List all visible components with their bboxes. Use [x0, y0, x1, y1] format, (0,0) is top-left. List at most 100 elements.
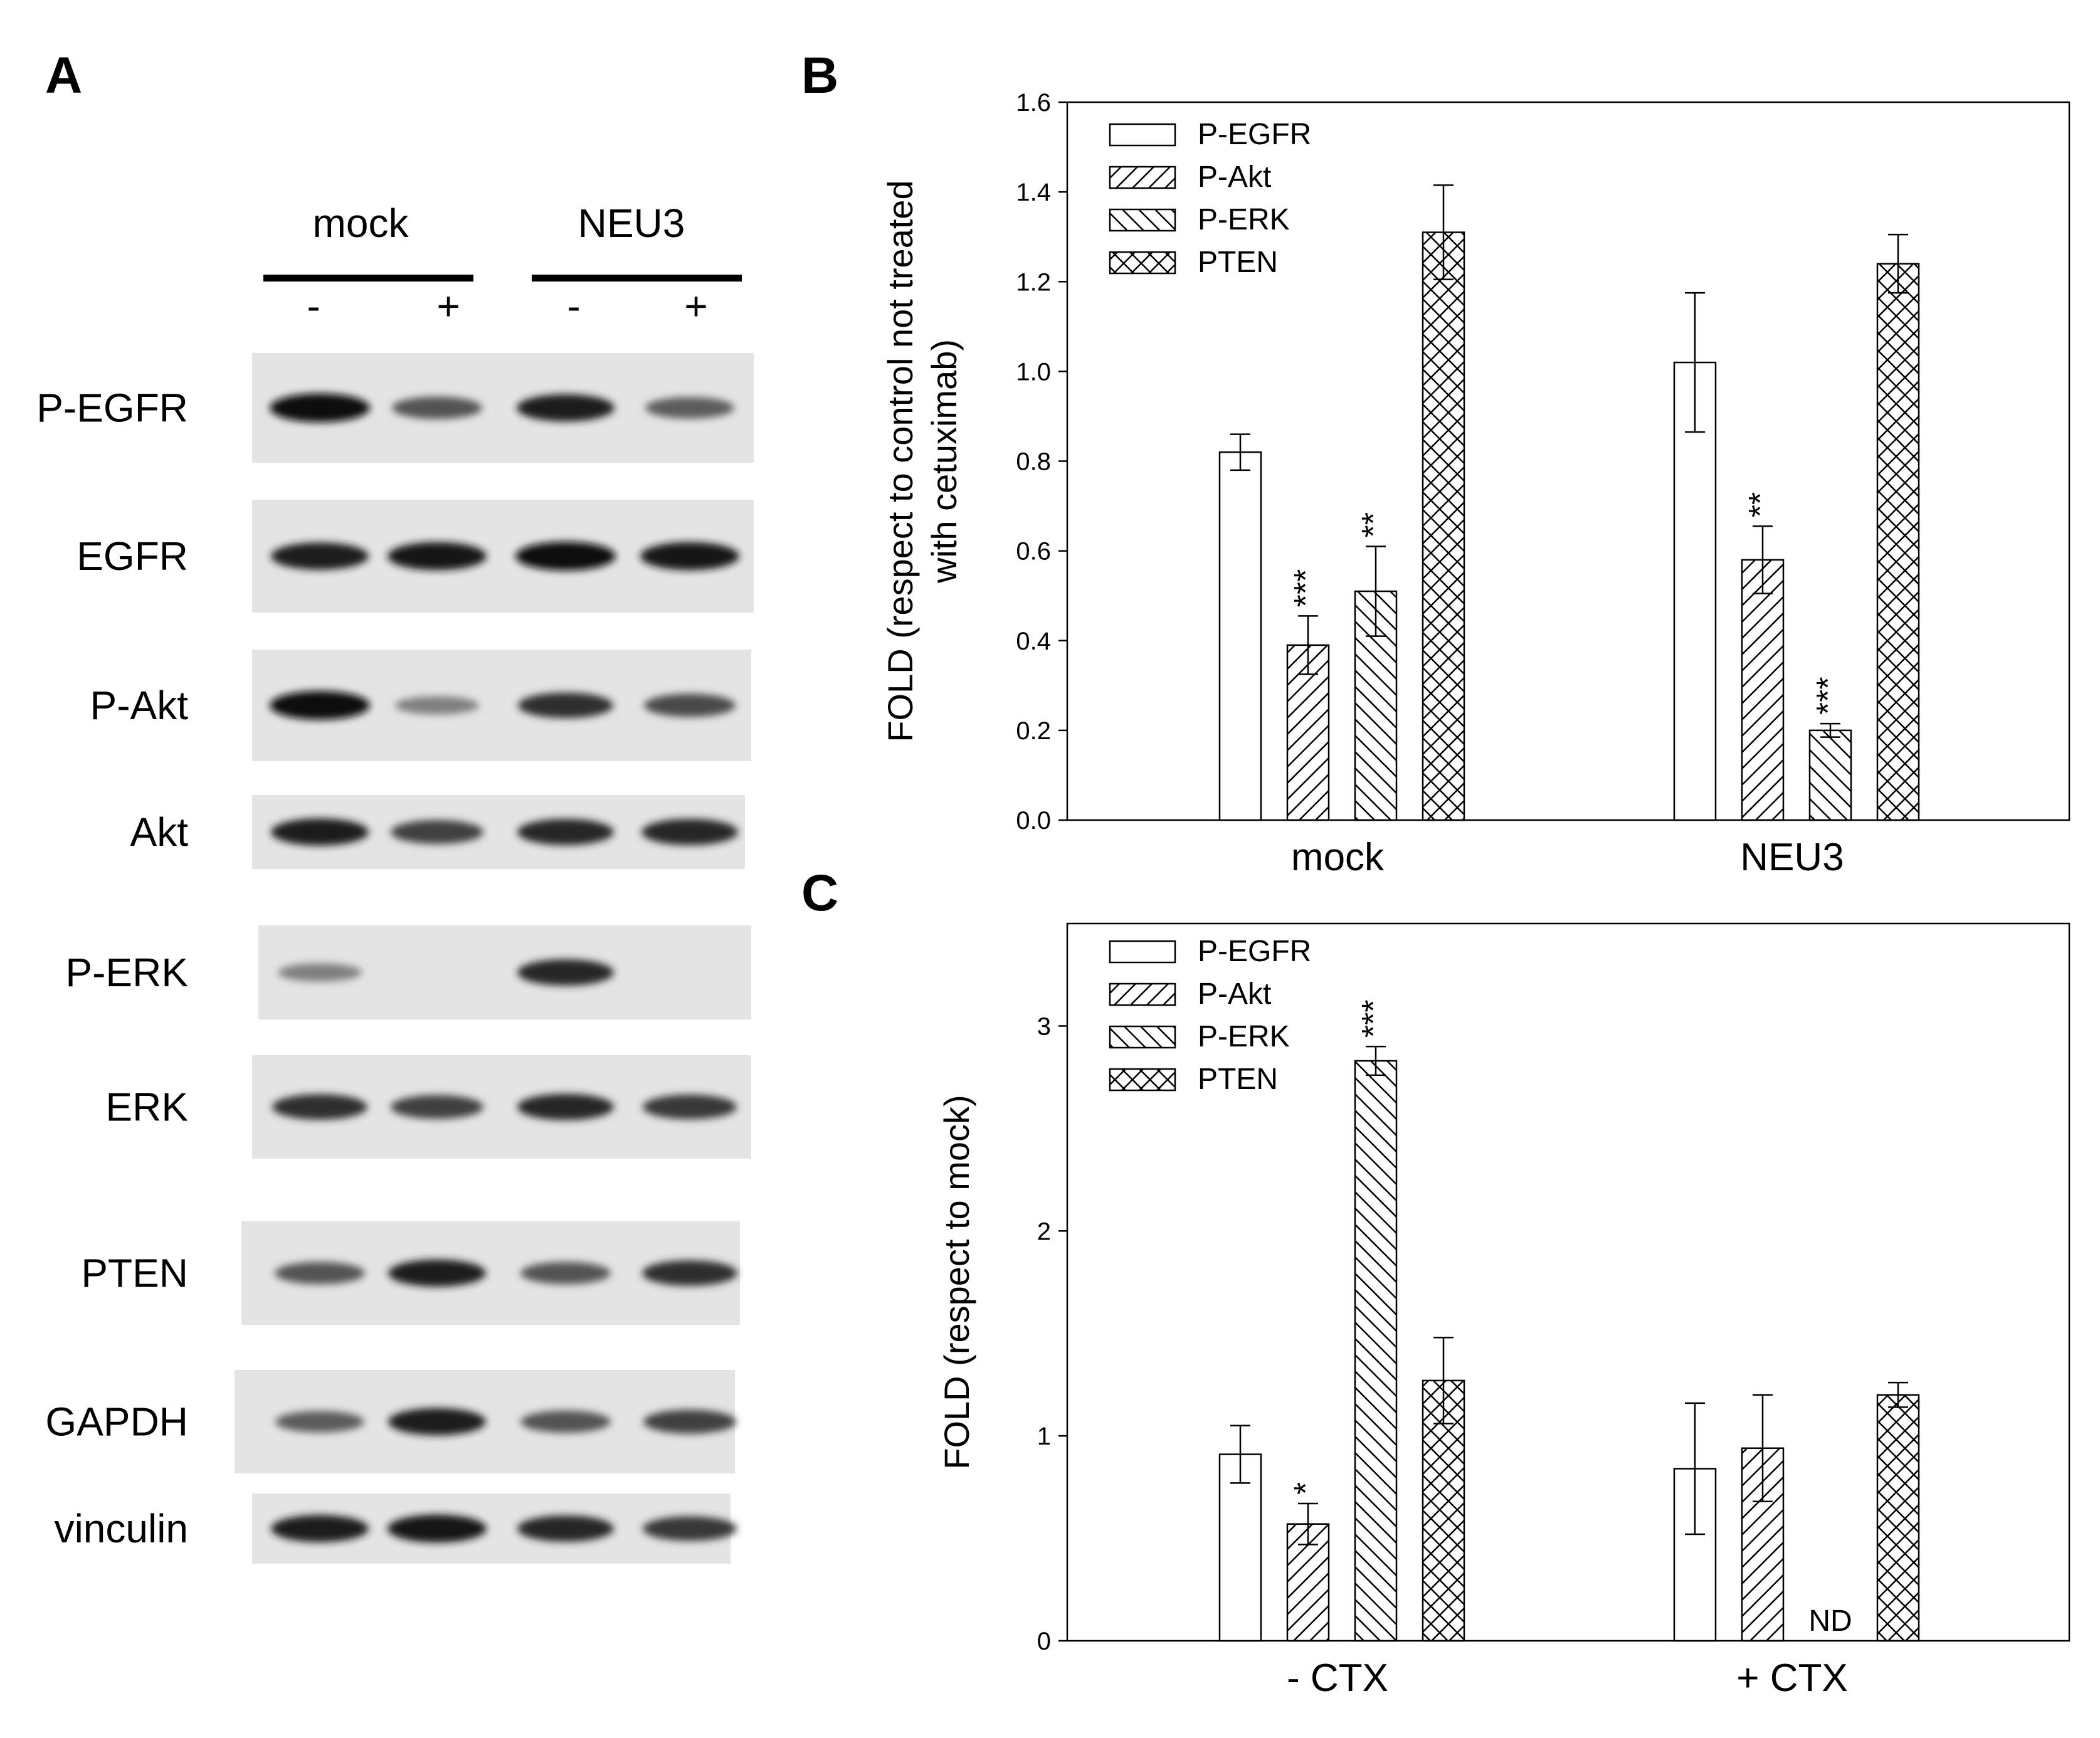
blot-band: [520, 1410, 611, 1433]
blot-band: [271, 818, 369, 846]
blot-band: [391, 819, 483, 845]
blot-band: [643, 1409, 736, 1434]
error-bar: [1433, 1337, 1454, 1425]
blot-band: [517, 818, 614, 846]
error-bar: [1298, 1502, 1318, 1546]
blot-band: [517, 1515, 614, 1542]
blot-sign-3: -: [567, 283, 580, 329]
blot-band: [395, 696, 479, 715]
error-bar: [1753, 1394, 1773, 1502]
legend-swatch: [1109, 123, 1176, 147]
legend-swatch: [1109, 166, 1176, 189]
legend-label: P-Akt: [1198, 161, 1271, 194]
blot-row: vinculin: [55, 1493, 737, 1564]
legend-label: P-ERK: [1198, 203, 1290, 236]
legend: P-EGFR P-Akt P-ERK PTEN: [1109, 118, 1311, 279]
bar: [1741, 559, 1785, 821]
significance-label: ***: [1810, 677, 1847, 715]
significance-label: *: [1288, 1482, 1324, 1495]
blot-row: Akt: [130, 795, 745, 869]
blot-row-label: EGFR: [77, 534, 188, 579]
blot-band: [520, 1261, 611, 1285]
y-tick-label: 3: [1037, 1013, 1051, 1040]
y-axis-label-line: with cetuximab): [924, 339, 964, 584]
blot-band: [642, 1260, 737, 1286]
panel-letter-a: A: [45, 47, 82, 104]
blot-band: [271, 542, 369, 570]
blot-row-label: PTEN: [81, 1251, 188, 1296]
blot-band: [391, 1095, 483, 1119]
blot-sign-1: -: [307, 283, 320, 329]
error-bar: [1685, 1402, 1705, 1535]
y-tick-label: 0.6: [1016, 538, 1051, 566]
x-category-label: - CTX: [1287, 1656, 1388, 1700]
bar: [1354, 1060, 1398, 1642]
y-axis-label: FOLD (respect to control not treated with…: [880, 180, 964, 742]
blot-row-label: ERK: [105, 1085, 188, 1130]
significance-label: **: [1743, 492, 1779, 517]
blot-group-bar-neu3: [532, 275, 742, 282]
y-tick-label: 1.2: [1016, 268, 1051, 296]
blot-band: [640, 542, 739, 571]
blot-band: [388, 542, 487, 571]
blot-band: [643, 1094, 737, 1120]
blot-band: [275, 1411, 364, 1433]
blot-row: P-EGFR: [36, 353, 754, 463]
blot-band: [517, 394, 615, 422]
y-tick-label: 2: [1037, 1218, 1051, 1245]
legend-swatch: [1109, 208, 1176, 232]
blot-row-label: GAPDH: [45, 1399, 188, 1445]
blot-band: [518, 692, 613, 719]
blot-group-neu3: NEU3: [578, 201, 685, 246]
blot-band: [278, 963, 362, 982]
error-bar: [1820, 722, 1840, 738]
blot-row: P-Akt: [90, 650, 751, 761]
y-tick-label: 0: [1037, 1628, 1051, 1655]
y-tick-label: 0.0: [1016, 807, 1051, 835]
error-bar: [1230, 1425, 1250, 1484]
blot-band: [641, 818, 738, 846]
blot-band: [270, 691, 370, 720]
legend-swatch: [1109, 1025, 1176, 1049]
blot-header: mock NEU3 - + - +: [263, 201, 742, 329]
legend-label: P-ERK: [1198, 1020, 1290, 1053]
blot-band: [388, 1408, 486, 1436]
significance-label: ***: [1356, 999, 1392, 1038]
blot-row-label: vinculin: [55, 1506, 188, 1551]
panel-letter-b: B: [801, 47, 838, 104]
bar: [1673, 361, 1717, 821]
bar: [1876, 263, 1920, 821]
significance-label: ***: [1288, 569, 1324, 608]
blot-band: [644, 693, 736, 717]
not-determined-label: ND: [1808, 1604, 1852, 1638]
y-tick-label: 1: [1037, 1423, 1051, 1450]
blot-row-label: Akt: [130, 809, 189, 855]
blot-row: PTEN: [81, 1221, 740, 1325]
x-category-label: + CTX: [1736, 1656, 1847, 1700]
legend-swatch: [1109, 1068, 1176, 1092]
y-axis-label-line: FOLD (respect to control not treated: [880, 180, 920, 742]
blot-band: [392, 396, 482, 419]
bar: [1422, 231, 1465, 821]
bar: [1286, 644, 1330, 821]
blot-band: [643, 1516, 737, 1541]
blot-band: [270, 393, 370, 423]
blot-row-label: P-EGFR: [36, 386, 188, 431]
error-bar: [1366, 545, 1386, 637]
blot-row: ERK: [105, 1055, 751, 1159]
y-tick-label: 0.2: [1016, 717, 1051, 745]
blot-row-label: P-Akt: [90, 683, 189, 728]
x-category-label: NEU3: [1740, 836, 1844, 879]
error-bar: [1298, 615, 1318, 675]
legend-swatch: [1109, 982, 1176, 1006]
panel-letter-c: C: [801, 865, 838, 922]
bar: [1218, 451, 1262, 821]
legend: P-EGFR P-Akt P-ERK PTEN: [1109, 935, 1311, 1096]
blot-band: [272, 1094, 367, 1120]
blot-band: [275, 1261, 365, 1285]
blot-group-mock: mock: [313, 201, 409, 246]
blot-rows: P-EGFR EGFR P-Akt Akt P-ERK ERK PTEN GAPDH vincu…: [36, 353, 754, 1564]
blot-band: [517, 959, 614, 986]
plot-frame: [1066, 922, 2071, 1642]
